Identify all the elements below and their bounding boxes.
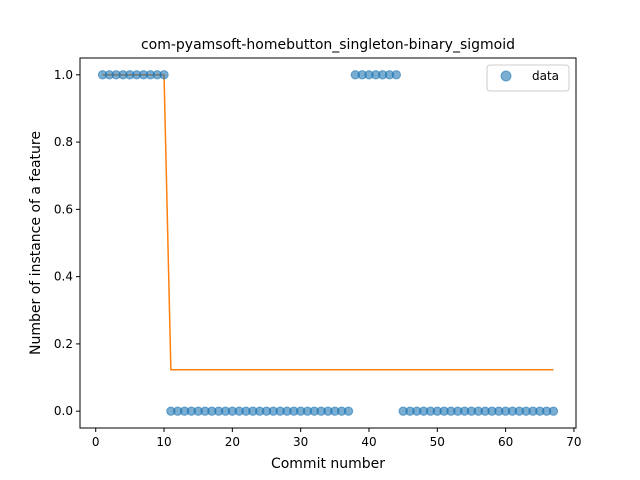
x-tick-label: 40: [361, 435, 376, 449]
plot-frame: [79, 57, 577, 429]
x-tick-label: 20: [225, 435, 240, 449]
y-tick-label: 0.8: [54, 135, 73, 149]
x-tick-label: 30: [293, 435, 308, 449]
y-tick-label: 1.0: [54, 68, 73, 82]
x-tick-label: 0: [92, 435, 100, 449]
chart-title: com-pyamsoft-homebutton_singleton-binary…: [141, 37, 515, 53]
data-point: [159, 70, 169, 80]
legend-label: data: [532, 69, 559, 83]
x-tick-label: 70: [566, 435, 581, 449]
legend: data: [486, 64, 570, 92]
x-axis-label: Commit number: [271, 456, 385, 472]
y-tick-label: 0.2: [54, 337, 73, 351]
x-tick-label: 10: [156, 435, 171, 449]
data-point: [343, 406, 354, 416]
y-axis-label: Number of instance of a feature: [28, 131, 44, 355]
y-tick-label: 0.4: [54, 270, 73, 284]
legend-marker: [500, 70, 512, 82]
y-tick-label: 0.6: [54, 202, 73, 216]
data-point: [548, 406, 559, 416]
x-tick-label: 60: [498, 435, 513, 449]
y-tick-label: 0.0: [54, 404, 73, 418]
x-tick-label: 50: [430, 435, 445, 449]
data-point: [391, 70, 402, 80]
fit-line: [102, 74, 554, 371]
